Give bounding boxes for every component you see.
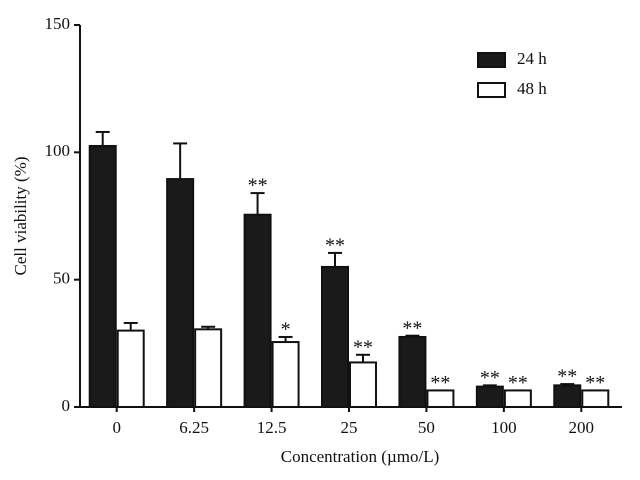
significance-label: **: [402, 317, 422, 339]
y-tick-label: 0: [62, 396, 71, 415]
x-tick-label: 6.25: [179, 418, 209, 437]
y-axis-label: Cell viability (%): [11, 157, 30, 276]
y-tick-label: 100: [45, 141, 71, 160]
significance-label: **: [480, 367, 500, 389]
bar: [349, 361, 377, 408]
significance-label: **: [585, 372, 605, 394]
significance-label: *: [281, 319, 291, 341]
bar: [475, 385, 504, 409]
x-tick-label: 12.5: [257, 418, 287, 437]
x-tick-label: 50: [418, 418, 435, 437]
x-axis-label: Concentration (µmo/L): [281, 447, 440, 466]
bar: [166, 178, 195, 408]
bar: [398, 335, 427, 409]
y-tick-label: 150: [45, 14, 71, 33]
legend-label: 48 h: [517, 79, 547, 98]
x-tick-label: 0: [112, 418, 121, 437]
bar: [426, 389, 455, 408]
x-tick-label: 100: [491, 418, 517, 437]
significance-label: **: [353, 336, 373, 358]
legend-swatch: [477, 52, 506, 68]
legend-label: 24 h: [517, 49, 547, 68]
bar: [581, 389, 610, 408]
y-tick-label: 50: [53, 269, 70, 288]
bar: [116, 329, 145, 409]
x-tick-label: 25: [341, 418, 358, 437]
legend-swatch: [477, 82, 506, 98]
bar: [271, 341, 300, 408]
bar: [194, 328, 223, 408]
bar: [503, 389, 532, 408]
significance-label: **: [557, 366, 577, 388]
significance-label: **: [325, 235, 345, 257]
significance-label: **: [508, 372, 528, 394]
bar: [553, 384, 582, 408]
bar: [243, 213, 272, 408]
significance-label: **: [248, 175, 268, 197]
bar: [88, 144, 117, 408]
bar: [321, 265, 349, 408]
significance-label: **: [430, 372, 450, 394]
x-tick-label: 200: [569, 418, 595, 437]
